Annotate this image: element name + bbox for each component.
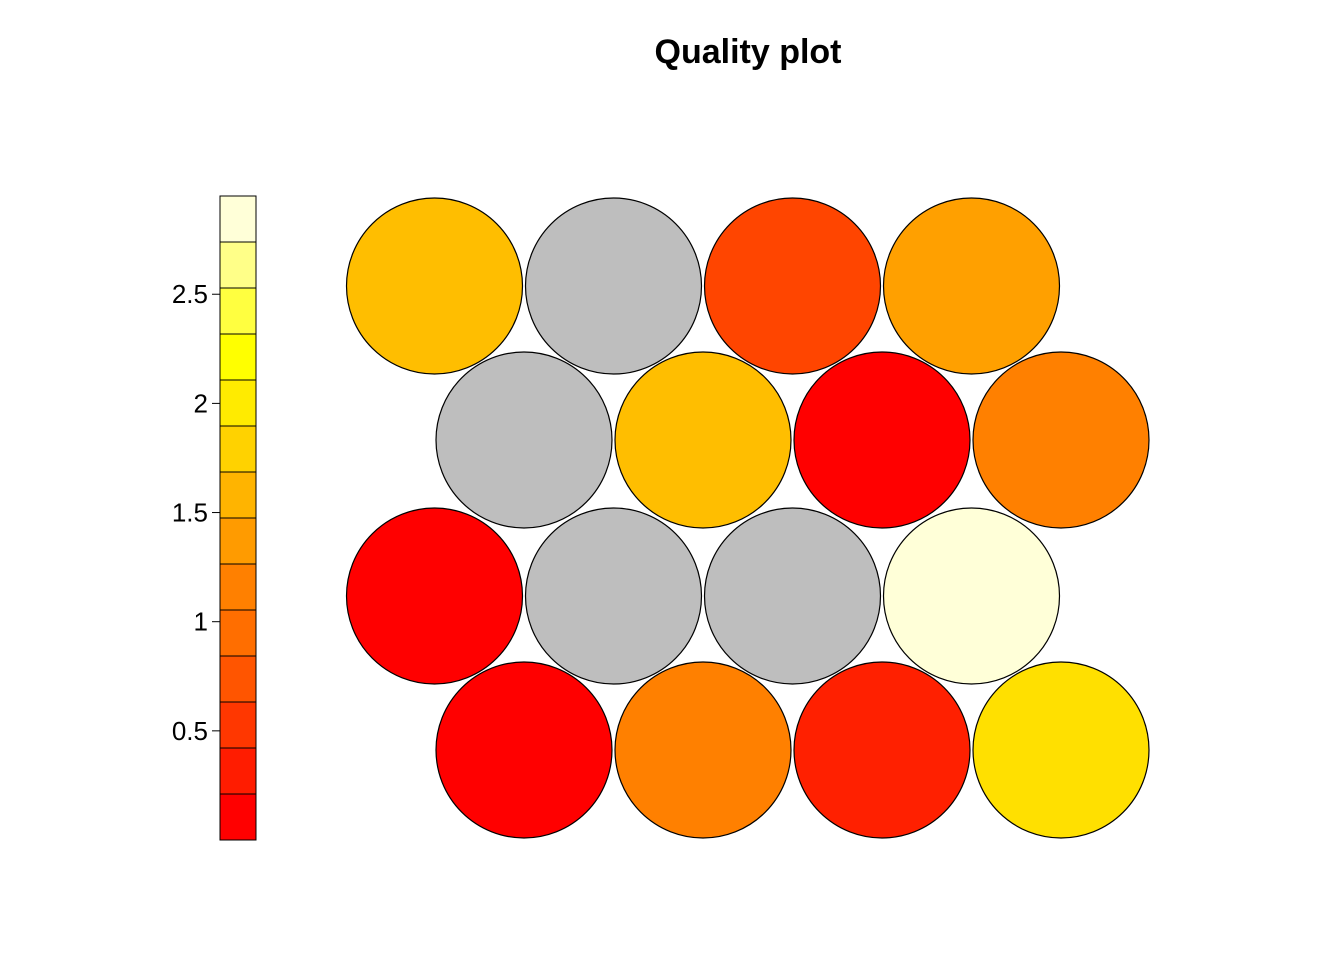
hex-grid-cells [345, 197, 1150, 839]
colorbar-tick-label: 2 [194, 388, 208, 418]
hex-cell [435, 351, 613, 529]
colorbar-segment [219, 517, 257, 565]
colorbar-tick-label: 2.5 [172, 279, 208, 309]
colorbar-segment [219, 793, 257, 841]
hex-cell [972, 351, 1150, 529]
colorbar-segment [219, 425, 257, 473]
colorbar-tick-label: 1.5 [172, 498, 208, 528]
hex-cell [524, 197, 703, 375]
colorbar-segment [219, 379, 257, 427]
colorbar [219, 195, 257, 841]
colorbar-segment [219, 655, 257, 703]
hex-cell [345, 197, 524, 375]
colorbar-segment [219, 471, 257, 519]
colorbar-segment [219, 747, 257, 795]
hex-cell [882, 507, 1061, 685]
colorbar-segment [219, 287, 257, 335]
hex-cell [972, 661, 1150, 839]
colorbar-segment [219, 563, 257, 611]
hex-cell [882, 197, 1061, 375]
colorbar-segment [219, 609, 257, 657]
hex-cell [703, 197, 882, 375]
hex-cell [524, 507, 703, 685]
hex-cell [793, 661, 971, 839]
colorbar-ticks: 0.5 1 1.5 2 2.5 [172, 279, 220, 746]
colorbar-tick-label: 0.5 [172, 716, 208, 746]
chart-title: Quality plot [655, 33, 842, 71]
colorbar-tick-label: 1 [194, 607, 208, 637]
hex-cell [614, 351, 792, 529]
colorbar-segment [219, 241, 257, 289]
hex-cell [703, 507, 882, 685]
hex-cell [614, 661, 792, 839]
colorbar-segment [219, 333, 257, 381]
hex-cell [793, 351, 971, 529]
colorbar-segment [219, 701, 257, 749]
hex-cell [345, 507, 524, 685]
colorbar-segment [219, 195, 257, 243]
hex-cell [435, 661, 613, 839]
